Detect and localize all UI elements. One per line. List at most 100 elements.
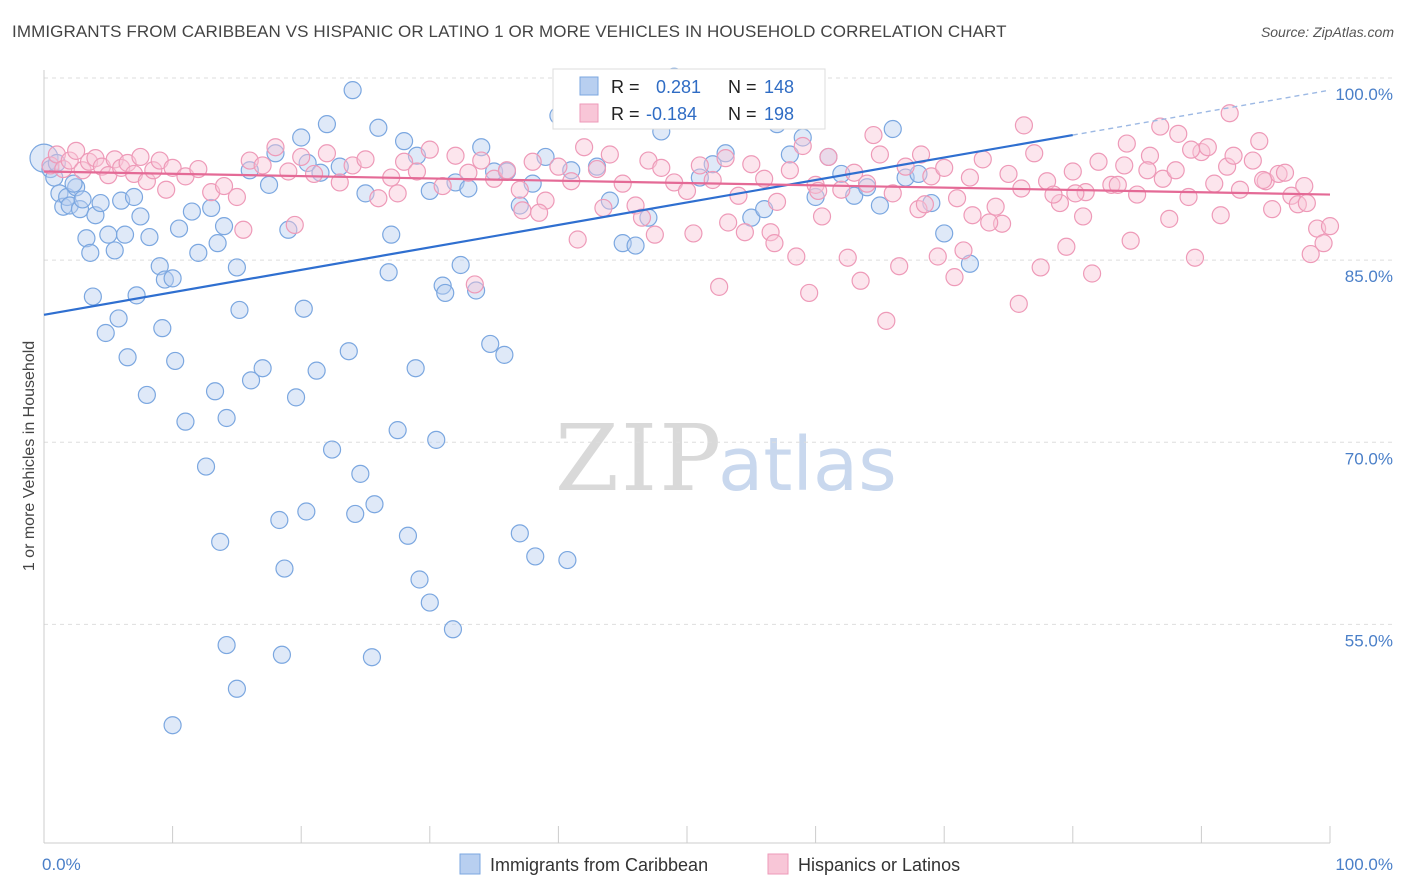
pt-caribbean-134 bbox=[346, 504, 365, 524]
pt-hispanic-157 bbox=[513, 201, 532, 220]
pt-hispanic-102 bbox=[1230, 180, 1250, 199]
pt-hispanic-124 bbox=[890, 257, 909, 276]
pt-hispanic-32 bbox=[330, 173, 349, 192]
pt-caribbean-19 bbox=[131, 207, 150, 226]
pt-caribbean-91 bbox=[109, 309, 128, 328]
pt-caribbean-126 bbox=[163, 716, 182, 735]
y-tick-label-1: 85.0% bbox=[1345, 267, 1393, 286]
pt-caribbean-85 bbox=[935, 224, 954, 243]
pt-hispanic-145 bbox=[980, 213, 999, 232]
pt-caribbean-99 bbox=[205, 382, 225, 401]
pt-caribbean-50 bbox=[472, 138, 491, 157]
pt-caribbean-94 bbox=[137, 385, 156, 405]
pt-hispanic-3 bbox=[60, 151, 79, 170]
pt-caribbean-18 bbox=[124, 187, 144, 207]
pt-hispanic-154 bbox=[1250, 132, 1269, 151]
pt-hispanic-94 bbox=[1127, 185, 1147, 204]
pt-hispanic-30 bbox=[304, 164, 324, 184]
pt-hispanic-126 bbox=[954, 241, 973, 260]
pt-hispanic-57 bbox=[652, 158, 671, 177]
pt-hispanic-43 bbox=[472, 151, 491, 170]
pt-caribbean-33 bbox=[266, 144, 285, 163]
pt-caribbean-107 bbox=[307, 361, 326, 380]
pt-hispanic-159 bbox=[735, 223, 754, 242]
pt-hispanic-155 bbox=[1275, 163, 1295, 182]
pt-hispanic-78 bbox=[922, 167, 941, 186]
pt-hispanic-138 bbox=[710, 277, 729, 296]
pt-caribbean-110 bbox=[351, 464, 370, 483]
pt-hispanic-54 bbox=[613, 174, 632, 193]
pt-hispanic-143 bbox=[915, 195, 935, 214]
pt-caribbean-28 bbox=[208, 234, 227, 253]
pt-caribbean-136 bbox=[406, 359, 425, 378]
pt-caribbean-131 bbox=[227, 679, 246, 698]
pt-hispanic-18 bbox=[157, 180, 176, 199]
pt-hispanic-151 bbox=[1169, 124, 1188, 143]
pt-caribbean-89 bbox=[83, 287, 102, 306]
pt-caribbean-117 bbox=[436, 283, 455, 303]
pt-caribbean-22 bbox=[155, 270, 174, 289]
pt-caribbean-20 bbox=[140, 227, 159, 247]
pt-hispanic-129 bbox=[1057, 237, 1076, 256]
pt-hispanic-28 bbox=[279, 162, 298, 181]
pt-hispanic-31 bbox=[317, 144, 337, 163]
pt-caribbean-93 bbox=[127, 286, 146, 305]
pt-hispanic-171 bbox=[1297, 193, 1316, 213]
pt-hispanic-146 bbox=[1009, 294, 1028, 313]
pt-caribbean-47 bbox=[433, 276, 452, 295]
pt-hispanic-70 bbox=[819, 147, 838, 167]
pt-hispanic-115 bbox=[530, 203, 549, 222]
pt-hispanic-110 bbox=[1320, 217, 1340, 236]
pt-caribbean-130 bbox=[275, 559, 294, 578]
pt-hispanic-123 bbox=[851, 271, 870, 290]
pt-hispanic-136 bbox=[1301, 244, 1320, 264]
pt-hispanic-38 bbox=[407, 162, 427, 181]
pt-hispanic-134 bbox=[1211, 206, 1230, 225]
pt-hispanic-27 bbox=[266, 138, 285, 157]
pt-hispanic-117 bbox=[632, 208, 652, 227]
pt-caribbean-111 bbox=[365, 495, 384, 514]
pt-caribbean-80 bbox=[870, 196, 890, 215]
pt-hispanic-162 bbox=[911, 145, 931, 164]
pt-hispanic-164 bbox=[1014, 116, 1034, 135]
source-label: Source: ZipAtlas.com bbox=[1260, 24, 1394, 40]
pt-caribbean-122 bbox=[510, 524, 529, 543]
pt-hispanic-133 bbox=[1185, 248, 1205, 267]
legend-r-value-1: 0.281 bbox=[656, 77, 701, 97]
pt-hispanic-52 bbox=[587, 159, 607, 179]
pt-hispanic-45 bbox=[497, 161, 517, 180]
pt-caribbean-103 bbox=[253, 359, 272, 378]
pt-hispanic-29 bbox=[292, 147, 311, 167]
pt-hispanic-61 bbox=[703, 170, 722, 190]
pt-hispanic-67 bbox=[780, 161, 799, 180]
pt-hispanic-107 bbox=[1295, 176, 1314, 196]
legend-n-value-1: 148 bbox=[764, 77, 794, 97]
pt-hispanic-116 bbox=[568, 230, 587, 249]
pt-hispanic-4 bbox=[67, 141, 86, 160]
pt-hispanic-75 bbox=[883, 184, 902, 203]
pt-hispanic-152 bbox=[1198, 138, 1217, 157]
pt-caribbean-17 bbox=[115, 225, 135, 244]
x-tick-label-min: 0.0% bbox=[42, 855, 81, 874]
pt-caribbean-124 bbox=[272, 645, 292, 664]
pt-hispanic-125 bbox=[928, 247, 947, 266]
pt-hispanic-49 bbox=[549, 157, 568, 176]
pt-hispanic-82 bbox=[973, 150, 992, 169]
pt-caribbean-125 bbox=[217, 635, 236, 655]
chart-title: IMMIGRANTS FROM CARIBBEAN VS HISPANIC OR… bbox=[12, 22, 1007, 41]
trend-line-hispanic bbox=[43, 170, 1331, 196]
pt-hispanic-65 bbox=[755, 169, 774, 188]
pt-hispanic-80 bbox=[947, 189, 967, 208]
pt-hispanic-114 bbox=[465, 275, 484, 294]
pt-caribbean-123 bbox=[526, 547, 545, 566]
pt-hispanic-41 bbox=[446, 146, 465, 165]
pt-hispanic-26 bbox=[253, 156, 272, 175]
pt-hispanic-63 bbox=[729, 186, 748, 205]
pt-hispanic-40 bbox=[433, 176, 452, 196]
pt-hispanic-93 bbox=[1115, 156, 1134, 175]
legend-n-label-1: N = bbox=[728, 77, 757, 97]
pt-hispanic-89 bbox=[1063, 162, 1082, 181]
pt-caribbean-113 bbox=[388, 421, 407, 440]
pt-hispanic-140 bbox=[800, 283, 819, 303]
